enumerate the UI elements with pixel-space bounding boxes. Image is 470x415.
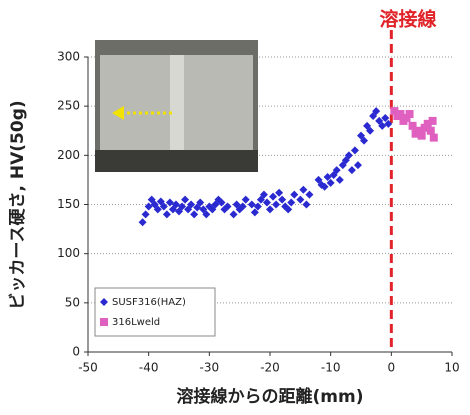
y-tick-label: 300 bbox=[57, 50, 80, 64]
point bbox=[429, 117, 437, 125]
point bbox=[278, 196, 286, 204]
point bbox=[305, 191, 313, 199]
point bbox=[430, 134, 438, 142]
point bbox=[406, 110, 414, 118]
point bbox=[266, 205, 274, 213]
point bbox=[351, 146, 359, 154]
x-tick-label: -40 bbox=[139, 361, 159, 375]
point bbox=[248, 201, 256, 209]
point bbox=[302, 201, 310, 209]
point bbox=[287, 199, 295, 207]
legend-marker bbox=[100, 318, 108, 326]
inset-photo bbox=[95, 40, 258, 172]
photo-ruler bbox=[95, 150, 258, 172]
photo-weld bbox=[170, 55, 184, 150]
y-tick-label: 150 bbox=[57, 197, 80, 211]
point bbox=[181, 196, 189, 204]
point bbox=[166, 199, 174, 207]
point bbox=[275, 189, 283, 197]
point bbox=[296, 196, 304, 204]
point bbox=[427, 127, 435, 135]
point bbox=[348, 166, 356, 174]
y-tick-label: 0 bbox=[72, 345, 80, 359]
point bbox=[290, 191, 298, 199]
y-tick-label: 100 bbox=[57, 246, 80, 260]
legend-box bbox=[95, 288, 215, 336]
x-tick-label: 0 bbox=[388, 361, 396, 375]
x-tick-label: -20 bbox=[260, 361, 280, 375]
point bbox=[269, 193, 277, 201]
legend-label: SUSF316(HAZ) bbox=[112, 297, 186, 308]
point bbox=[354, 161, 362, 169]
point bbox=[230, 210, 238, 218]
point bbox=[142, 210, 150, 218]
x-tick-label: -50 bbox=[78, 361, 98, 375]
chart: 溶接線 溶接線からの距離(mm) ビッカース硬さ, HV(50g) 050100… bbox=[0, 0, 470, 415]
point bbox=[299, 186, 307, 194]
point bbox=[139, 218, 147, 226]
y-tick-label: 200 bbox=[57, 148, 80, 162]
annotation-text: 溶接線 bbox=[379, 8, 436, 31]
y-tick-label: 50 bbox=[65, 295, 80, 309]
point bbox=[418, 132, 426, 140]
point bbox=[336, 176, 344, 184]
point bbox=[242, 196, 250, 204]
point bbox=[190, 210, 198, 218]
x-axis-label: 溶接線からの距離(mm) bbox=[177, 386, 364, 407]
y-tick-label: 250 bbox=[57, 99, 80, 113]
x-tick-label: -30 bbox=[200, 361, 220, 375]
point bbox=[163, 210, 171, 218]
y-axis-label: ビッカース硬さ, HV(50g) bbox=[8, 100, 28, 309]
point bbox=[145, 202, 153, 210]
x-tick-label: -10 bbox=[321, 361, 341, 375]
legend-label: 316Lweld bbox=[112, 317, 160, 328]
point bbox=[272, 201, 280, 209]
x-tick-label: 10 bbox=[444, 361, 459, 375]
